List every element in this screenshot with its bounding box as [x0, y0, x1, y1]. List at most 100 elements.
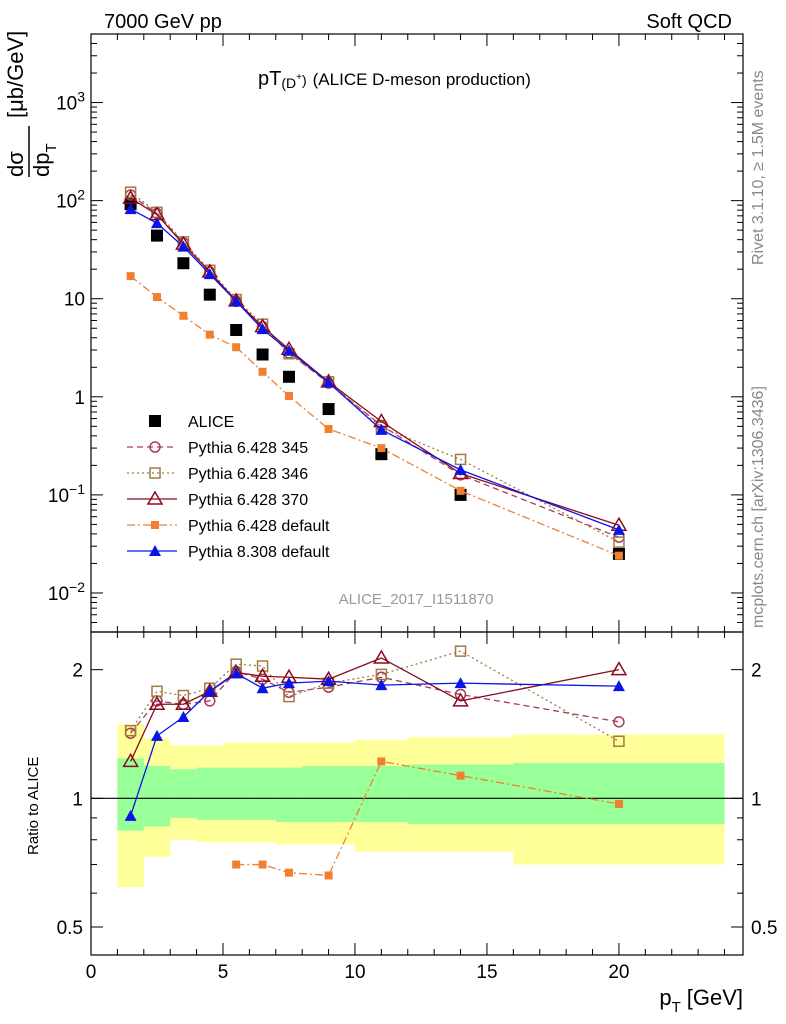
ratio-y-tick-label: 2 [72, 661, 83, 682]
ratio-data-point [258, 860, 267, 869]
ratio-data-point [322, 675, 335, 687]
y-label-unit: [μb/GeV] [3, 31, 28, 118]
x-tick-label: 0 [86, 962, 97, 983]
ratio-data-point [282, 677, 295, 689]
x-tick-label: 15 [476, 962, 497, 983]
ratio-panel: 0 5 10 15 20 0.5 0.5 1 1 2 2 [57, 631, 777, 983]
mcplots-reference-label: mcplots.cern.ch [arXiv:1306.3436] [750, 386, 767, 628]
main-data-point [230, 323, 243, 336]
main-series-line [130, 194, 620, 538]
main-data-point [612, 523, 625, 535]
ratio-data-point [203, 685, 216, 697]
main-data-point [324, 424, 333, 433]
ratio-data-point [613, 716, 625, 728]
ratio-y-axis-label: Ratio to ALICE [25, 757, 42, 855]
y-label-numerator: dσ [3, 151, 28, 177]
ratio-data-point [375, 679, 388, 691]
ratio-band-green [222, 767, 250, 820]
main-data-point [282, 344, 295, 356]
ratio-y-tick-label: 2 [751, 661, 762, 682]
main-data-point [377, 444, 386, 453]
ratio-data-point [614, 799, 623, 808]
ratio-data-point [456, 771, 465, 780]
y-tick-label: 10 [64, 290, 85, 311]
ratio-series-line [130, 657, 620, 762]
y-label-denominator: dpT [29, 143, 60, 177]
main-y-axis-label: dσ dpT [μb/GeV] [3, 31, 60, 177]
ratio-data-point [232, 860, 241, 869]
ratio-data-point [230, 667, 243, 679]
legend-label: Pythia 6.428 default [188, 518, 330, 535]
main-frame [90, 33, 744, 633]
ratio-data-point [454, 677, 467, 689]
plot-title-main: pT [258, 68, 281, 90]
ratio-data-point [124, 809, 137, 821]
legend-marker [149, 441, 161, 453]
y-tick-label: 1 [74, 388, 85, 409]
plot-title: pT(D+) (ALICE D-meson production) [258, 68, 531, 91]
rivet-version-label: Rivet 3.1.10, ≥ 1.5M events [750, 70, 767, 265]
ratio-data-point [256, 660, 269, 672]
main-data-point [205, 330, 214, 339]
x-tick-label: 5 [218, 962, 229, 983]
legend-label: Pythia 6.428 345 [188, 440, 308, 457]
ratio-data-point [324, 871, 333, 880]
main-data-point [232, 343, 241, 352]
ratio-y-tick-label: 1 [751, 789, 762, 810]
main-data-point [152, 293, 161, 302]
main-data-point [256, 348, 269, 361]
y-tick-label: 10−2 [48, 579, 85, 605]
ratio-data-point [283, 690, 295, 703]
main-data-point [230, 295, 243, 307]
main-data-point [454, 463, 467, 475]
main-data-point [177, 240, 190, 252]
main-data-point [375, 423, 388, 435]
ratio-series-line [130, 670, 620, 734]
ratio-data-point [373, 649, 390, 664]
ratio-band-green [143, 766, 171, 827]
ratio-data-point [150, 729, 163, 741]
main-data-point [284, 391, 293, 400]
plot-title-close: ) [302, 72, 307, 88]
ratio-data-point [377, 757, 386, 766]
ratio-band-green [275, 767, 303, 823]
main-data-point [613, 536, 625, 548]
ratio-data-point [124, 724, 137, 737]
ratio-data-point [613, 735, 625, 748]
ratio-band-green [249, 767, 276, 820]
plot-title-rest: (ALICE D-meson production) [313, 70, 531, 89]
ratio-frame [90, 631, 744, 956]
legend-label: Pythia 8.308 default [188, 544, 330, 561]
header-right-label: Soft QCD [646, 11, 732, 33]
x-axis-label: pT [GeV] [659, 985, 743, 1016]
ratio-band-green [302, 766, 355, 823]
ratio-data-point [122, 752, 139, 768]
main-data-point [124, 203, 137, 215]
main-data-point [203, 288, 216, 301]
legend-marker [151, 521, 159, 529]
x-tick-label: 20 [608, 962, 629, 983]
main-series-line [130, 191, 620, 543]
main-data-point [256, 323, 269, 335]
legend-label: Pythia 6.428 346 [188, 466, 308, 483]
y-tick-label: 10−1 [48, 481, 85, 507]
ratio-band-green [354, 766, 408, 823]
legend-marker [149, 415, 161, 427]
ratio-data-point [254, 667, 271, 683]
legend-marker [149, 467, 161, 479]
ratio-data-point [175, 695, 192, 711]
ratio-band-green [170, 769, 197, 818]
ratio-data-point [256, 682, 269, 694]
ratio-data-point [452, 692, 469, 707]
main-data-point [177, 257, 190, 270]
main-data-point [179, 311, 188, 320]
ratio-data-point [148, 695, 166, 711]
ratio-data-point [610, 661, 628, 676]
ratio-series-line [130, 650, 620, 742]
main-panel: 10−2 10−1 1 10 102 103 [48, 33, 744, 633]
legend: ALICE Pythia 6.428 345 Pythia 6.428 346 Pyt… [127, 414, 330, 561]
main-data-point [322, 376, 335, 388]
main-data-point [322, 403, 335, 416]
plot-title-sub: (D [281, 75, 296, 91]
